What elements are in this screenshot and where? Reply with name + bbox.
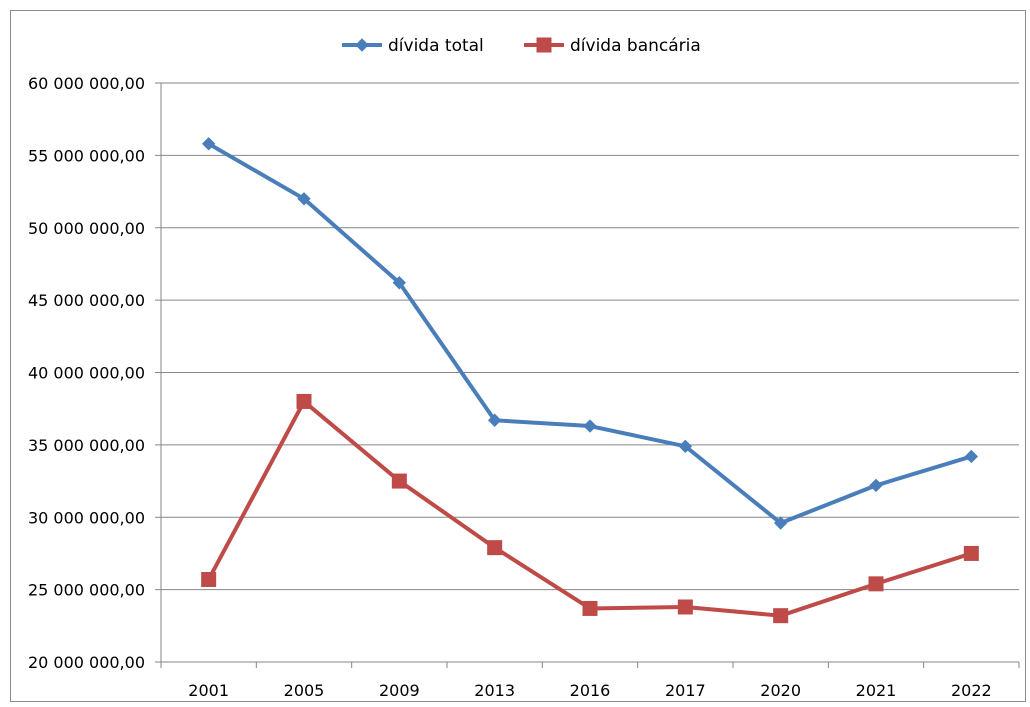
data-point bbox=[678, 439, 693, 454]
data-point bbox=[392, 276, 407, 290]
y-tick-label: 25 000 000,00 bbox=[28, 581, 145, 600]
legend-item-divida-total: dívida total bbox=[342, 36, 484, 56]
data-point bbox=[964, 449, 979, 464]
data-point bbox=[487, 413, 502, 427]
series-divida-total bbox=[201, 137, 979, 530]
data-point bbox=[391, 473, 407, 489]
x-tick-labels: 2001 2005 2009 2013 2016 2017 2020 2021 2022 bbox=[188, 681, 991, 700]
y-tick-label: 30 000 000,00 bbox=[28, 508, 145, 527]
x-tick-label: 2001 bbox=[188, 681, 229, 700]
data-point bbox=[487, 540, 503, 556]
y-tick-label: 60 000 000,00 bbox=[28, 74, 145, 93]
legend-label: dívida total bbox=[388, 36, 484, 56]
data-point bbox=[201, 137, 216, 151]
y-tick-label: 35 000 000,00 bbox=[28, 436, 145, 455]
axes-layer bbox=[155, 82, 1020, 668]
y-tick-labels: 20 000 000,00 25 000 000,00 30 000 000,00 3… bbox=[28, 74, 145, 672]
legend: dívida total dívida bancária bbox=[342, 36, 701, 56]
x-tick-label: 2022 bbox=[951, 681, 992, 700]
y-tick-label: 20 000 000,00 bbox=[28, 653, 145, 672]
x-tick-label: 2005 bbox=[284, 681, 325, 700]
grid-layer bbox=[161, 82, 1019, 591]
x-tick-label: 2021 bbox=[856, 681, 897, 700]
x-tick-label: 2016 bbox=[570, 681, 611, 700]
chart-frame bbox=[10, 10, 1026, 702]
x-tick-label: 2020 bbox=[760, 681, 801, 700]
data-point bbox=[773, 516, 788, 530]
data-point bbox=[773, 608, 789, 624]
y-tick-label: 55 000 000,00 bbox=[28, 146, 145, 165]
series-line bbox=[206, 399, 974, 618]
data-point bbox=[296, 393, 312, 409]
y-tick-label: 45 000 000,00 bbox=[28, 291, 145, 310]
x-tick-label: 2009 bbox=[379, 681, 420, 700]
data-point bbox=[201, 571, 217, 587]
y-tick-label: 40 000 000,00 bbox=[28, 364, 145, 383]
legend-marker bbox=[355, 38, 369, 52]
data-point bbox=[677, 599, 693, 615]
data-point bbox=[869, 478, 883, 493]
series-divida-bancaria bbox=[201, 393, 979, 624]
x-tick-label: 2013 bbox=[474, 681, 515, 700]
data-point bbox=[963, 545, 979, 561]
data-point bbox=[868, 576, 884, 592]
data-point bbox=[583, 419, 597, 433]
series-layer bbox=[201, 137, 979, 624]
x-tick-label: 2017 bbox=[665, 681, 706, 700]
data-point bbox=[582, 600, 598, 616]
y-tick-label: 50 000 000,00 bbox=[28, 219, 145, 238]
legend-marker bbox=[536, 37, 552, 53]
legend-label: dívida bancária bbox=[570, 36, 701, 56]
data-point bbox=[297, 192, 311, 206]
series-line bbox=[206, 141, 974, 526]
legend-item-divida-bancaria: dívida bancária bbox=[524, 36, 701, 56]
